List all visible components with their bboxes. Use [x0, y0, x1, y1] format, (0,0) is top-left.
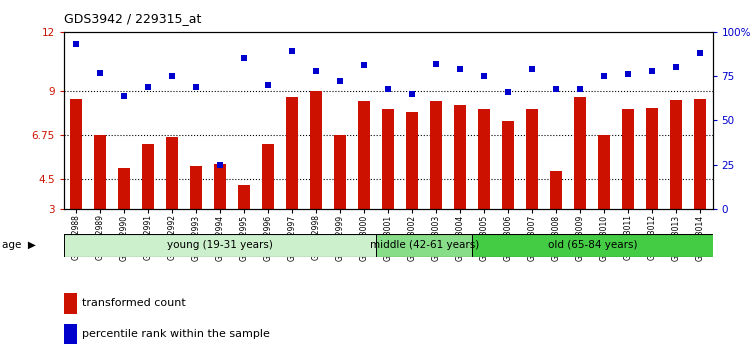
Bar	[574, 97, 586, 209]
Bar	[166, 137, 178, 209]
Point	[214, 162, 226, 167]
Point	[286, 48, 298, 54]
Point	[238, 56, 250, 61]
Bar	[310, 91, 322, 209]
Text: young (19-31 years): young (19-31 years)	[167, 240, 273, 250]
Text: middle (42-61 years): middle (42-61 years)	[370, 240, 478, 250]
Point	[503, 89, 515, 95]
Bar	[550, 171, 562, 209]
Bar	[598, 135, 610, 209]
Point	[574, 86, 586, 91]
Text: transformed count: transformed count	[82, 298, 185, 308]
Bar	[503, 121, 515, 209]
Bar	[70, 99, 82, 209]
Bar	[478, 109, 490, 209]
Bar	[94, 135, 106, 209]
Bar	[646, 108, 658, 209]
Point	[670, 64, 682, 70]
Point	[262, 82, 274, 88]
Bar	[64, 293, 76, 314]
Point	[598, 73, 610, 79]
Point	[142, 84, 154, 90]
Bar	[670, 100, 682, 209]
Point	[334, 79, 346, 84]
Text: age  ▶: age ▶	[2, 240, 36, 250]
Point	[382, 86, 394, 91]
Point	[646, 68, 658, 74]
Point	[478, 73, 490, 79]
Bar	[238, 185, 250, 209]
Point	[358, 63, 370, 68]
Point	[526, 66, 538, 72]
Point	[190, 84, 202, 90]
Text: GDS3942 / 229315_at: GDS3942 / 229315_at	[64, 12, 201, 25]
Bar	[334, 135, 346, 209]
Point	[550, 86, 562, 91]
Point	[430, 61, 442, 67]
Bar	[472, 234, 712, 257]
Bar	[142, 144, 154, 209]
Text: old (65-84 years): old (65-84 years)	[548, 240, 637, 250]
Bar	[64, 234, 376, 257]
Bar	[190, 166, 202, 209]
Bar	[430, 101, 442, 209]
Point	[118, 93, 130, 98]
Bar	[382, 109, 394, 209]
Bar	[454, 105, 466, 209]
Bar	[376, 234, 472, 257]
Text: percentile rank within the sample: percentile rank within the sample	[82, 329, 270, 339]
Bar	[694, 99, 706, 209]
Point	[622, 72, 634, 77]
Point	[694, 50, 706, 56]
Point	[454, 66, 466, 72]
Bar	[358, 101, 370, 209]
Bar	[406, 113, 418, 209]
Point	[94, 70, 106, 75]
Bar	[214, 164, 226, 209]
Point	[166, 73, 178, 79]
Point	[70, 41, 82, 47]
Bar	[622, 109, 634, 209]
Point	[406, 91, 418, 97]
Bar	[526, 109, 538, 209]
Bar	[118, 167, 130, 209]
Point	[310, 68, 322, 74]
Bar	[286, 97, 298, 209]
Bar	[262, 144, 274, 209]
Bar	[64, 324, 76, 344]
